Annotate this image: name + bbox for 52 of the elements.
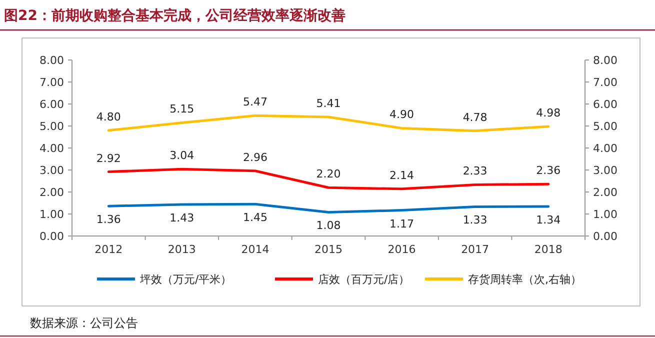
x-tick-label: 2015 xyxy=(314,243,342,256)
y-tick-label: 4.00 xyxy=(40,142,64,155)
data-label: 2.92 xyxy=(96,152,121,165)
y-tick-label: 0.00 xyxy=(40,230,64,243)
data-label: 1.08 xyxy=(316,219,341,232)
data-label: 4.90 xyxy=(390,108,414,122)
y2-tick-label: 6.00 xyxy=(593,98,618,111)
x-tick-label: 2018 xyxy=(534,243,562,256)
legend-label: 坪效（万元/平米） xyxy=(139,273,232,286)
y2-tick-label: 3.00 xyxy=(593,164,618,177)
data-label: 2.33 xyxy=(462,164,488,178)
x-tick-label: 2013 xyxy=(168,243,196,256)
y2-tick-label: 4.00 xyxy=(593,142,618,155)
data-label: 5.15 xyxy=(170,102,194,116)
source-note: 数据来源：公司公告 xyxy=(30,316,138,330)
data-label: 2.96 xyxy=(242,150,268,164)
y2-tick-label: 5.00 xyxy=(593,120,618,133)
data-label: 5.47 xyxy=(242,96,268,109)
x-tick-label: 2012 xyxy=(94,243,123,256)
y-tick-label: 3.00 xyxy=(40,164,64,177)
data-label: 2.20 xyxy=(316,168,341,181)
data-label: 4.98 xyxy=(536,106,561,120)
data-label: 1.33 xyxy=(462,214,488,227)
y2-tick-label: 7.00 xyxy=(593,76,618,89)
data-label: 2.14 xyxy=(390,168,414,182)
data-label: 5.41 xyxy=(316,96,341,110)
y-tick-label: 8.00 xyxy=(40,54,64,67)
y-tick-label: 5.00 xyxy=(40,120,64,133)
data-label: 1.36 xyxy=(96,213,121,226)
data-label: 4.80 xyxy=(96,110,121,124)
line-series xyxy=(107,202,550,214)
y-tick-label: 1.00 xyxy=(40,208,64,221)
legend-label: 店效（百万元/店） xyxy=(318,273,410,286)
data-label: 1.17 xyxy=(390,217,414,230)
data-label: 3.04 xyxy=(170,149,194,162)
x-tick-label: 2014 xyxy=(241,243,270,256)
y-tick-label: 6.00 xyxy=(40,98,64,111)
y2-tick-label: 2.00 xyxy=(593,186,618,199)
data-label: 2.36 xyxy=(536,164,561,178)
data-label: 1.45 xyxy=(242,211,268,224)
data-label: 1.43 xyxy=(170,212,194,225)
data-label: 4.78 xyxy=(462,110,488,124)
x-tick-label: 2017 xyxy=(461,243,490,256)
y-tick-label: 2.00 xyxy=(40,186,64,199)
x-tick-label: 2016 xyxy=(388,243,416,256)
chart-title: 图22：前期收购整合基本完成，公司经营效率逐渐改善 xyxy=(4,7,346,24)
data-label: 1.34 xyxy=(536,214,561,227)
y2-tick-label: 0.00 xyxy=(593,230,618,243)
y2-tick-label: 8.00 xyxy=(593,54,618,67)
y-tick-label: 7.00 xyxy=(40,76,64,89)
legend-label: 存货周转率（次,右轴） xyxy=(468,273,582,286)
y2-tick-label: 1.00 xyxy=(593,208,618,221)
